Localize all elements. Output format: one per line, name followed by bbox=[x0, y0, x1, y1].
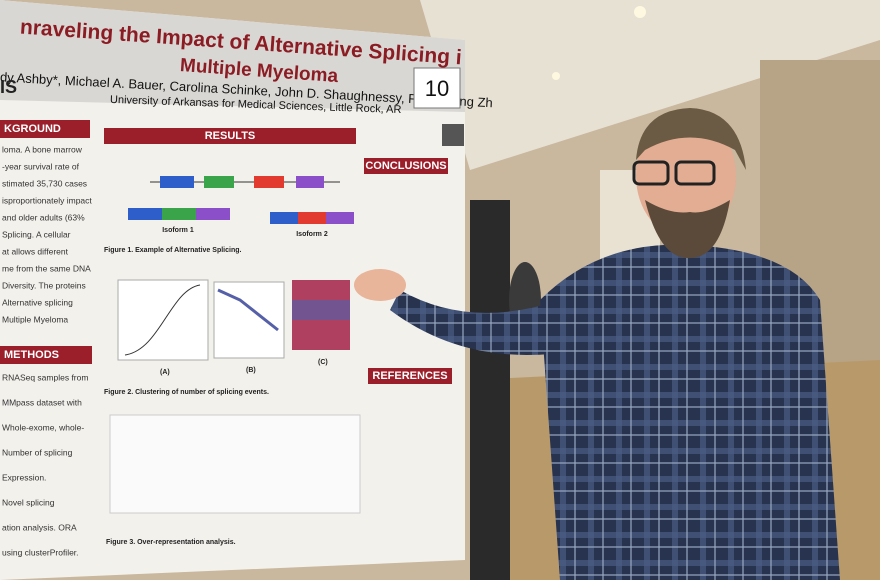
section-header: KGROUND bbox=[4, 123, 61, 135]
body-line: using clusterProfiler. bbox=[2, 547, 79, 557]
arm bbox=[390, 290, 580, 355]
body-line: Novel splicing bbox=[2, 497, 55, 507]
body-line: me from the same DNA bbox=[2, 263, 91, 273]
exon bbox=[254, 176, 284, 188]
figure-curve bbox=[217, 288, 279, 332]
body-line: and older adults (63% bbox=[2, 212, 85, 222]
background-text: loma. A bone marrow -year survival rate o… bbox=[2, 144, 92, 324]
isoform-bar bbox=[128, 208, 162, 220]
hand bbox=[354, 269, 406, 301]
figure-panel bbox=[109, 414, 361, 514]
isoform-bar bbox=[298, 212, 326, 224]
logo: IS bbox=[0, 77, 17, 97]
figure-caption: Figure 2. Clustering of number of splici… bbox=[104, 389, 269, 396]
exon bbox=[204, 176, 234, 188]
section-header-bar bbox=[104, 128, 356, 144]
section-header: METHODS bbox=[4, 349, 59, 361]
isoform-bar bbox=[270, 212, 298, 224]
board-number-card bbox=[413, 67, 461, 109]
ceiling-light bbox=[634, 6, 646, 18]
exon bbox=[160, 176, 194, 188]
qr-code bbox=[442, 124, 464, 146]
body-line: Whole-exome, whole- bbox=[2, 422, 84, 432]
panel-label: (C) bbox=[318, 359, 328, 366]
body-line: -year survival rate of bbox=[2, 161, 80, 171]
body-line: loma. A bone marrow bbox=[2, 144, 83, 154]
section-header: CONCLUSIONS bbox=[365, 160, 446, 172]
section-header-bar bbox=[368, 368, 452, 384]
isoform-label: Isoform 2 bbox=[296, 231, 328, 238]
shirt bbox=[540, 244, 840, 580]
section-header: REFERENCES bbox=[372, 370, 447, 382]
hair bbox=[636, 108, 746, 170]
poster-stand bbox=[470, 200, 510, 580]
body-line: at allows different bbox=[2, 246, 69, 256]
isoform-label: Isoform 1 bbox=[162, 227, 194, 234]
panel-label: (A) bbox=[160, 369, 170, 376]
face bbox=[636, 114, 736, 238]
beard bbox=[645, 200, 730, 259]
ceiling-light bbox=[552, 72, 560, 80]
body-line: Number of splicing bbox=[2, 447, 73, 457]
ceiling bbox=[420, 0, 880, 170]
body-line: Diversity. The proteins bbox=[2, 280, 86, 290]
methods-text: RNASeq samples from MMpass dataset with Wh… bbox=[2, 372, 88, 557]
body-line: Multiple Myeloma bbox=[2, 314, 68, 324]
section-header-bar bbox=[0, 346, 92, 364]
figure-panel bbox=[117, 279, 209, 361]
isoform-bar bbox=[162, 208, 196, 220]
poster-header bbox=[0, 0, 465, 112]
body-line: Splicing. A cellular bbox=[2, 229, 71, 239]
heatmap bbox=[292, 300, 350, 320]
body-line: stimated 35,730 cases bbox=[2, 178, 87, 188]
body-line: Expression. bbox=[2, 472, 46, 482]
body-line: RNASeq samples from bbox=[2, 372, 88, 382]
exon bbox=[296, 176, 324, 188]
body-line: Alternative splicing bbox=[2, 297, 73, 307]
glasses bbox=[674, 160, 716, 186]
section-header: RESULTS bbox=[205, 130, 256, 142]
body-line: ation analysis. ORA bbox=[2, 522, 77, 532]
figure-caption: Figure 3. Over-representation analysis. bbox=[106, 539, 236, 546]
board-number: 10 bbox=[425, 76, 449, 101]
figure-caption: Figure 1. Example of Alternative Splicin… bbox=[104, 247, 241, 254]
section-header-bar bbox=[0, 120, 90, 138]
figure-curve bbox=[124, 284, 201, 356]
body-line: isproportionately impact bbox=[2, 195, 92, 205]
panel-label: (B) bbox=[246, 367, 256, 374]
section-header-bar bbox=[364, 158, 448, 174]
glasses bbox=[632, 160, 670, 186]
body-line: MMpass dataset with bbox=[2, 397, 82, 407]
